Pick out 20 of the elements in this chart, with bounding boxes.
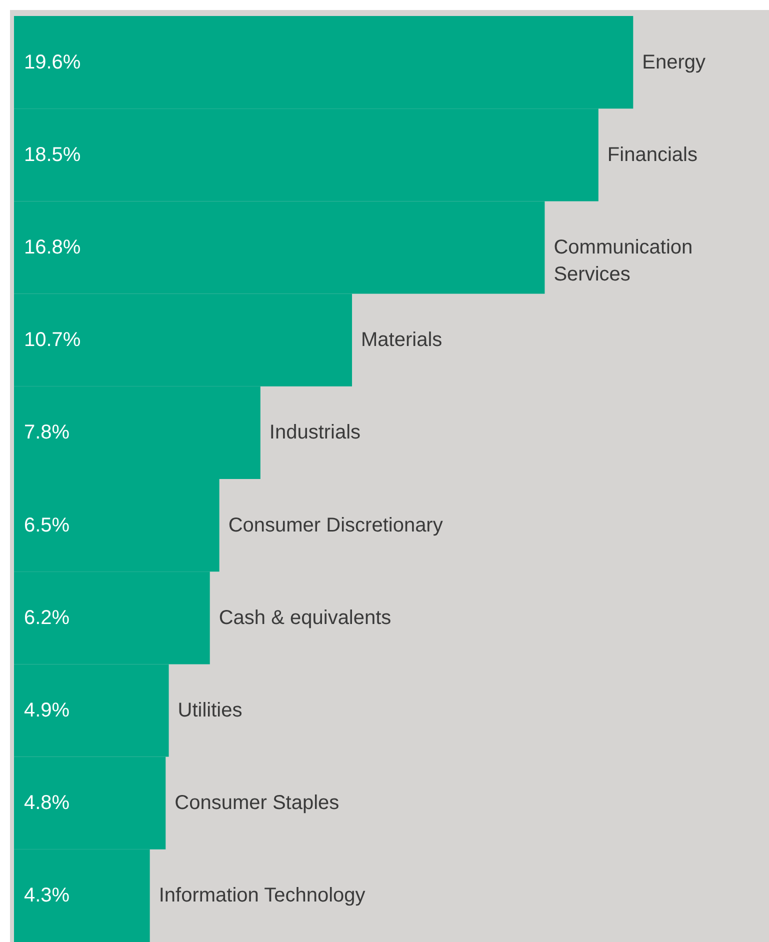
data-label: 18.5%: [24, 144, 81, 166]
data-label: 6.2%: [24, 606, 70, 629]
data-label: 6.5%: [24, 514, 70, 536]
y-tick-label: Information Technology: [158, 884, 366, 907]
data-label: 4.3%: [24, 884, 70, 907]
y-tick-label: Materials: [361, 329, 442, 352]
data-label: 16.8%: [24, 236, 81, 258]
y-tick-label: Consumer Staples: [174, 792, 340, 814]
data-label: 10.7%: [24, 329, 81, 352]
y-tick-label: Communication Services: [554, 236, 693, 286]
y-tick-label: Utilities: [178, 700, 242, 722]
y-tick-label: Industrials: [269, 422, 361, 444]
y-tick-label: Financials: [607, 144, 698, 166]
data-label: 4.9%: [24, 700, 70, 722]
y-tick-label: Cash & equivalents: [218, 606, 392, 629]
data-label: 4.8%: [24, 792, 70, 814]
y-tick-label: Energy: [642, 51, 706, 74]
data-label: 7.8%: [24, 422, 70, 444]
y-tick-label: Consumer Discretionary: [228, 514, 443, 536]
data-label: 19.6%: [24, 51, 81, 74]
